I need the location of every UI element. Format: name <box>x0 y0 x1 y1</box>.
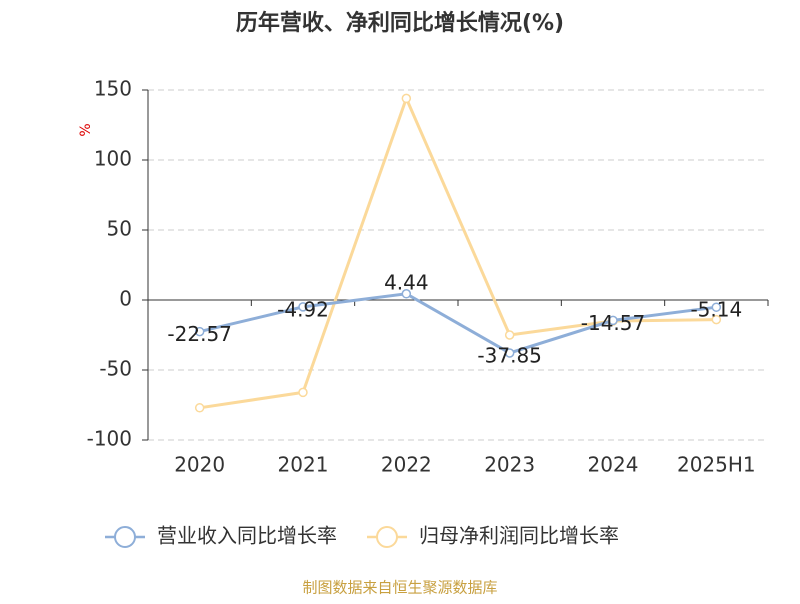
legend-label: 归母净利润同比增长率 <box>419 524 619 548</box>
x-tick-label: 2025H1 <box>677 453 756 477</box>
y-tick-label: 100 <box>94 147 132 171</box>
data-point <box>504 348 515 358</box>
y-axis-label: % <box>78 123 94 136</box>
y-tick-label: -100 <box>87 427 132 451</box>
x-tick-label: 2024 <box>588 453 639 477</box>
data-point <box>194 403 205 413</box>
data-point <box>298 302 308 312</box>
series-line <box>199 94 717 410</box>
x-tick-label: 2021 <box>278 453 329 477</box>
data-point <box>298 387 308 398</box>
source-note: 制图数据来自恒生聚源数据库 <box>302 579 497 597</box>
legend-label: 营业收入同比增长率 <box>157 524 337 548</box>
y-tick-label: 50 <box>107 217 132 241</box>
data-point <box>608 315 618 326</box>
legend-marker <box>376 526 398 548</box>
y-tick-label: 0 <box>119 287 132 311</box>
chart-title: 历年营收、净利同比增长情况(%) <box>236 10 564 36</box>
legend-marker <box>114 526 136 548</box>
data-label: 4.44 <box>384 270 429 294</box>
data-label: -5.14 <box>690 298 742 322</box>
data-point <box>194 326 205 337</box>
x-tick-label: 2023 <box>484 453 535 477</box>
y-tick-label: -50 <box>99 357 132 381</box>
data-point <box>401 289 412 299</box>
data-point <box>401 93 412 104</box>
y-tick-label: 150 <box>94 77 132 101</box>
data-label: -4.92 <box>277 297 329 321</box>
data-label: -14.57 <box>581 311 645 335</box>
x-tick-label: 2020 <box>174 453 225 477</box>
data-point <box>711 314 722 325</box>
data-label: -22.57 <box>167 322 231 346</box>
series-line <box>199 292 717 355</box>
data-point <box>711 302 722 312</box>
data-point <box>504 330 515 340</box>
data-label: -37.85 <box>477 343 541 367</box>
x-tick-label: 2022 <box>381 453 432 477</box>
